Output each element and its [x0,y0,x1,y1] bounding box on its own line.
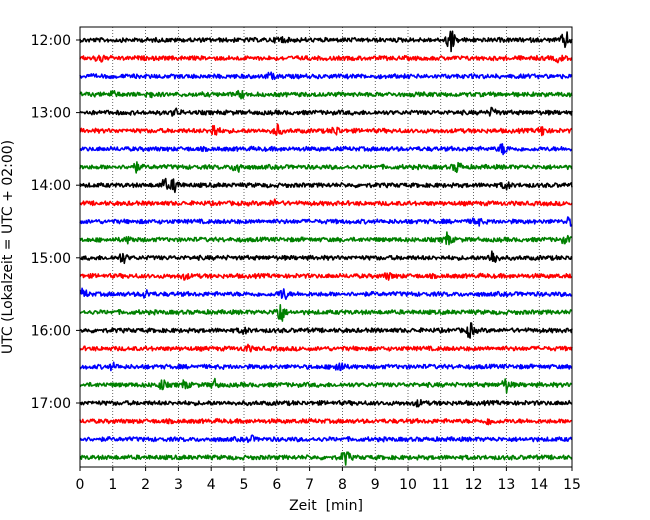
y-tick-label: 16:00 [31,323,71,339]
y-axis-label: UTC (Lokalzeit = UTC + 02:00) [0,140,16,354]
seismogram-trace [79,123,573,137]
x-tick-label: 12 [465,477,483,493]
plot-frame [79,26,573,468]
x-tick-label: 10 [399,477,417,493]
seismogram-trace [79,417,573,426]
x-tick-label: 6 [272,477,281,493]
seismogram-trace [79,322,573,339]
seismogram-trace [79,198,573,207]
x-tick-label: 9 [371,477,380,493]
seismogram-trace [79,89,573,100]
seismogram-trace [79,434,573,444]
seismogram-trace [79,143,573,156]
x-tick-label: 1 [108,477,117,493]
x-tick-label: 7 [305,477,314,493]
x-axis: 0 1 2 3 4 5 6 7 8 9 10 11 12 13 14 15 [76,467,581,493]
y-tick-label: 12:00 [31,33,71,49]
seismogram-trace [79,161,573,174]
seismogram-trace [79,304,573,322]
seismogram-trace [79,231,573,246]
x-tick-label: 2 [141,477,150,493]
y-tick-label: 13:00 [31,106,71,122]
seismogram-trace [79,71,573,81]
x-tick-label: 11 [432,477,450,493]
grid-layer [112,27,540,467]
seismogram-trace [79,343,573,353]
seismogram-trace [79,377,573,394]
seismogram-trace [79,361,573,372]
seismogram-trace [79,216,573,227]
y-tick-label: 15:00 [31,251,71,267]
y-axis: 12:00 13:00 14:00 15:00 16:00 17:00 [31,33,80,412]
seismogram-trace [79,54,573,64]
seismogram-trace [79,177,573,194]
x-axis-label: Zeit [min] [289,498,363,514]
x-tick-label: 13 [497,477,515,493]
plot-background [80,27,572,467]
y-tick-label: 17:00 [31,396,71,412]
seismogram-trace [79,399,573,408]
seismogram-trace [79,30,573,53]
y-tick-label: 14:00 [31,178,71,194]
x-tick-label: 8 [338,477,347,493]
seismogram-trace [79,250,573,265]
x-tick-label: 15 [563,477,581,493]
x-tick-label: 14 [530,477,548,493]
seismogram-trace [79,287,573,300]
seismogram-trace [79,451,573,466]
x-tick-label: 3 [174,477,183,493]
seismogram-trace [79,106,573,117]
x-tick-label: 4 [207,477,216,493]
trace-layer [79,30,573,466]
x-tick-label: 5 [240,477,249,493]
seismogram-trace [79,272,573,281]
x-tick-label: 0 [76,477,85,493]
